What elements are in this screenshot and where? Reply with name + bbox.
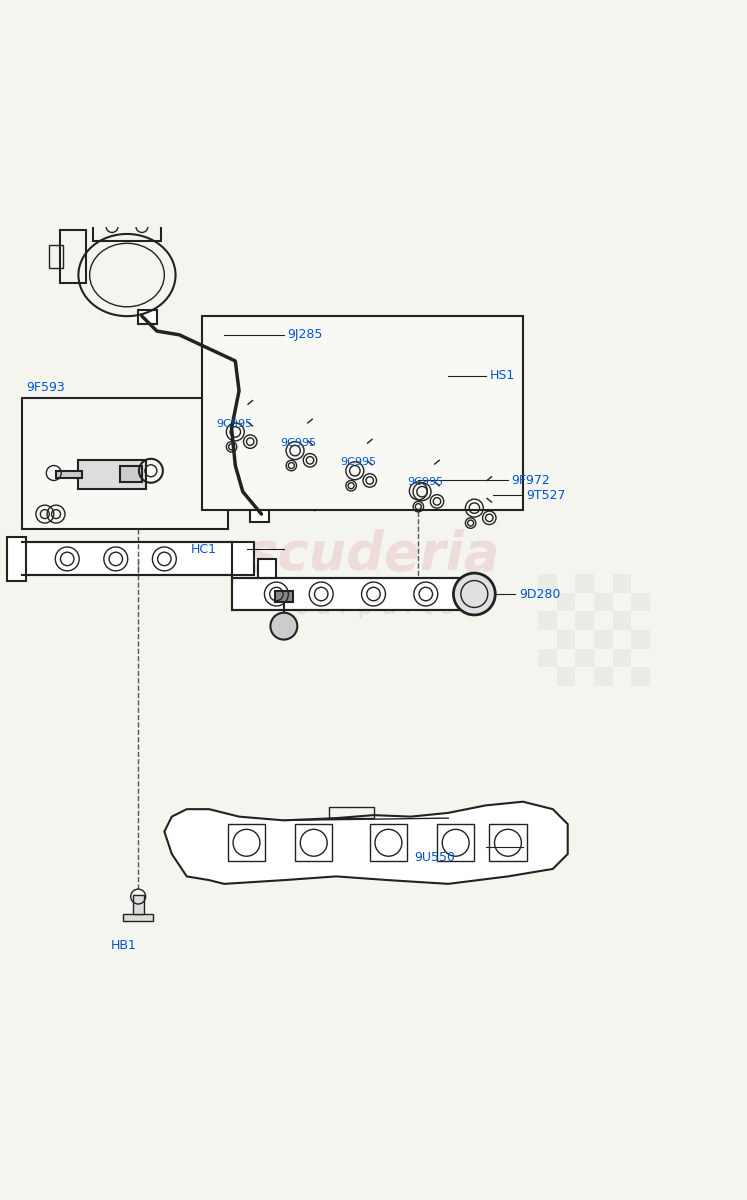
Bar (49, 245, 63, 268)
Bar (557, 630, 575, 648)
Text: 9D280: 9D280 (519, 588, 560, 600)
Bar (228, 396, 244, 409)
Text: 9C995: 9C995 (280, 438, 316, 448)
Text: HC1: HC1 (190, 542, 217, 556)
Bar (575, 648, 594, 667)
Bar (78, 460, 146, 490)
Bar (329, 806, 374, 818)
Circle shape (270, 613, 297, 640)
Bar (407, 450, 430, 463)
Bar (370, 824, 407, 862)
Text: scuderia: scuderia (247, 529, 500, 581)
Bar (613, 574, 631, 593)
Bar (441, 372, 451, 394)
Text: 9T527: 9T527 (527, 488, 566, 502)
Bar (202, 316, 523, 510)
Bar (631, 593, 650, 611)
Bar (295, 824, 332, 862)
Bar (232, 577, 471, 611)
Circle shape (454, 577, 487, 611)
Bar (258, 559, 276, 577)
Text: 9C995: 9C995 (340, 457, 376, 467)
Bar (557, 593, 575, 611)
Text: HB1: HB1 (111, 938, 136, 952)
Bar (120, 466, 142, 482)
Polygon shape (164, 802, 568, 884)
Text: 9C995: 9C995 (217, 420, 252, 430)
Circle shape (453, 574, 495, 614)
Bar (538, 648, 557, 667)
Bar (594, 667, 613, 686)
Bar (93, 211, 161, 241)
Bar (538, 611, 557, 630)
Text: HS1: HS1 (489, 370, 515, 383)
Bar (60, 230, 86, 282)
Bar (7, 536, 26, 581)
Text: 9U550: 9U550 (415, 851, 456, 864)
Bar (138, 310, 157, 324)
Bar (403, 463, 433, 504)
Bar (275, 592, 293, 602)
Bar (613, 648, 631, 667)
Bar (437, 367, 456, 374)
Text: 9J285: 9J285 (288, 329, 323, 341)
Bar (631, 630, 650, 648)
Bar (56, 470, 82, 479)
Bar (123, 913, 153, 922)
Bar (557, 667, 575, 686)
Bar (133, 895, 144, 913)
Bar (594, 593, 613, 611)
Bar (228, 824, 265, 862)
Text: 9F593: 9F593 (26, 380, 65, 394)
Bar (575, 574, 594, 593)
Bar (22, 542, 254, 575)
Bar (538, 574, 557, 593)
Bar (594, 630, 613, 648)
Text: 9C995: 9C995 (407, 476, 443, 487)
Text: c a r p a r t s: c a r p a r t s (294, 595, 453, 619)
Bar (437, 824, 474, 862)
Bar (250, 508, 269, 522)
Bar (631, 667, 650, 686)
Bar (613, 611, 631, 630)
Text: 9F972: 9F972 (512, 474, 551, 487)
Bar (22, 398, 228, 529)
Bar (575, 611, 594, 630)
Bar (489, 824, 527, 862)
